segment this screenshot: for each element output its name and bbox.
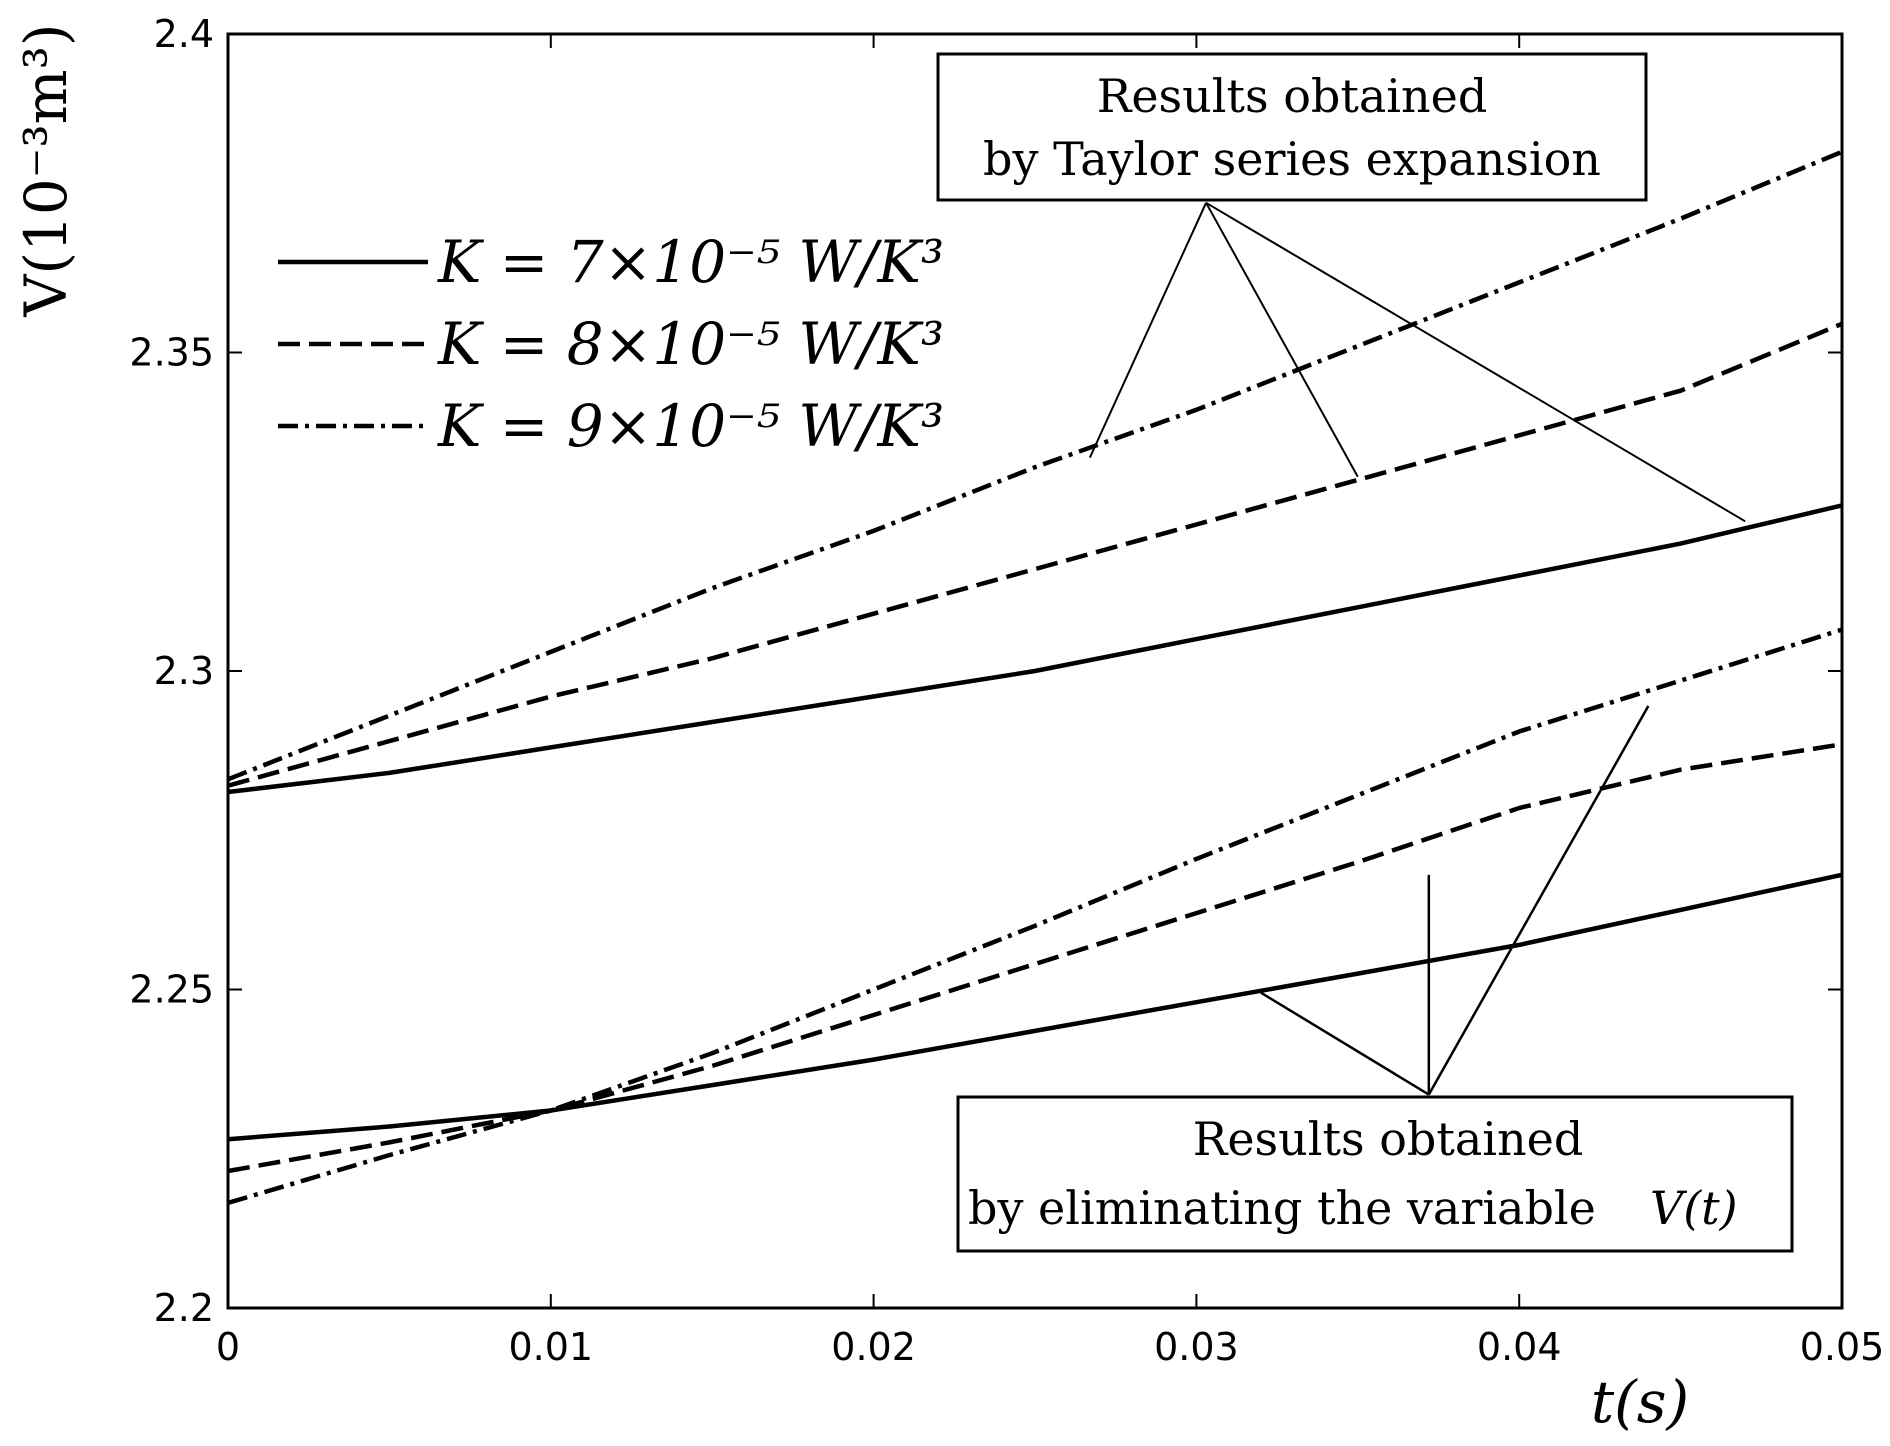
annotation-text-eliminating: Results obtained [1193,1112,1584,1166]
x-tick-label: 0.03 [1154,1325,1239,1369]
annotation-text-taylor: Results obtained [1097,69,1488,123]
ticks-layer: 0 0.01 0.02 0.03 0.04 0.05 2.2 2.25 2.3 2.35 2.4 [129,12,1884,1369]
annotation-leader-eliminating [1260,991,1430,1096]
x-tick-label: 0.01 [508,1325,593,1369]
annotation-text-eliminating: by eliminating the variable [968,1181,1596,1235]
series-line-eliminating-dashed [227,742,1843,1174]
annotation-layer: Results obtained by Taylor series expansi… [936,52,1794,1253]
x-tick-label: 0.02 [831,1325,916,1369]
x-tick-label: 0.05 [1800,1325,1885,1369]
y-tick-label: 2.25 [129,968,214,1012]
legend: K = 7×10⁻⁵ W/K³ K = 8×10⁻⁵ W/K³ K = 9×10⁻⁵… [278,228,944,460]
series-line-eliminating-solid [227,872,1843,1142]
y-axis-label: V(10⁻³m³) [12,23,80,317]
series-line-taylor-dashdot [227,149,1843,782]
series-layer [227,149,1843,1206]
annotation-leader-taylor [1205,201,1746,523]
annotation-variable-label: V(t) [1650,1181,1738,1235]
x-axis-label: t(s) [1591,1368,1689,1436]
y-tick-label: 2.2 [154,1286,214,1330]
x-tick-label: 0.04 [1477,1325,1562,1369]
annotation-leader-taylor [1088,202,1207,459]
legend-entry-label: K = 7×10⁻⁵ W/K³ [437,228,944,296]
legend-entry-label: K = 9×10⁻⁵ W/K³ [437,392,944,460]
series-line-taylor-solid [227,503,1843,795]
legend-entry-label: K = 8×10⁻⁵ W/K³ [437,310,944,378]
annotation-text-taylor: by Taylor series expansion [983,132,1601,186]
y-tick-label: 2.35 [129,331,214,375]
y-tick-label: 2.4 [154,12,214,56]
series-line-eliminating-dashdot [227,627,1843,1206]
annotation-box-eliminating [956,1095,1794,1253]
annotation-leader-eliminating [1427,705,1650,1096]
annotation-leader-taylor [1205,202,1359,478]
series-line-taylor-dashed [227,321,1843,788]
y-tick-label: 2.3 [154,649,214,693]
x-tick-label: 0 [216,1325,240,1369]
annotation-box-taylor [936,52,1648,202]
